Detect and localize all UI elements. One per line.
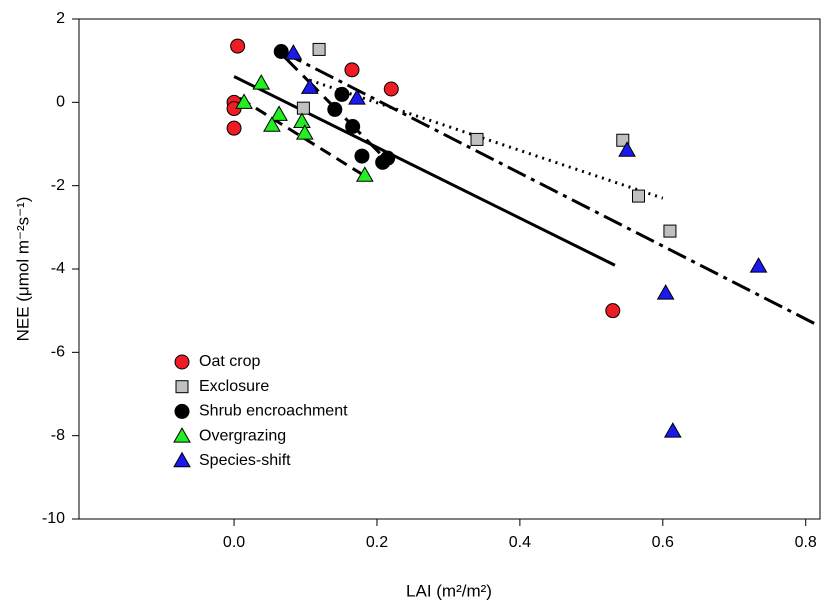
- point: [327, 101, 343, 117]
- point: [226, 120, 242, 136]
- legend-marker: [174, 354, 190, 370]
- point: [273, 44, 289, 59]
- legend-label: Oat crop: [199, 353, 260, 370]
- y-tick-label: 2: [56, 10, 65, 27]
- x-tick-label: 0.8: [795, 534, 817, 551]
- point: [293, 112, 311, 128]
- y-tick-label: -6: [51, 344, 65, 361]
- point: [656, 284, 675, 300]
- point: [344, 62, 360, 78]
- legend-marker: [173, 451, 191, 468]
- legend-label: Exclosure: [199, 378, 269, 395]
- point: [355, 166, 374, 182]
- point: [345, 119, 361, 134]
- x-tick-label: 0.0: [223, 534, 245, 551]
- point: [312, 42, 326, 56]
- point: [296, 101, 310, 115]
- point: [348, 89, 366, 105]
- point: [235, 93, 253, 109]
- point: [270, 105, 288, 121]
- point: [618, 141, 636, 157]
- fit-line: [233, 75, 616, 267]
- legend-label: Shrub encroachment: [199, 403, 348, 420]
- legend-marker: [173, 427, 191, 443]
- x-tick-label: 0.4: [509, 534, 531, 551]
- point: [605, 303, 621, 319]
- y-axis-label: NEE (μmol m⁻²s⁻¹): [13, 197, 32, 342]
- point: [383, 81, 399, 97]
- x-tick-label: 0.2: [366, 534, 388, 551]
- point: [263, 116, 281, 132]
- point: [632, 189, 646, 203]
- point: [354, 148, 370, 164]
- y-tick-label: -4: [51, 260, 65, 277]
- y-tick-label: 0: [56, 94, 65, 111]
- point: [284, 44, 303, 60]
- y-tick-label: -10: [42, 510, 65, 527]
- y-tick-label: -2: [51, 177, 65, 194]
- point: [470, 132, 484, 146]
- point: [230, 38, 246, 54]
- point: [380, 150, 396, 166]
- point: [300, 78, 319, 94]
- point: [295, 124, 314, 140]
- point: [334, 86, 350, 102]
- y-tick-label: -8: [51, 427, 65, 444]
- fit-line: [282, 50, 819, 327]
- point: [252, 74, 271, 90]
- point: [663, 422, 682, 438]
- fit-line: [238, 96, 368, 179]
- legend-label: Species-shift: [199, 452, 291, 469]
- x-tick-label: 0.6: [652, 534, 674, 551]
- legend-marker: [174, 403, 190, 419]
- legend-label: Overgrazing: [199, 427, 286, 444]
- point: [749, 257, 768, 273]
- point: [663, 224, 677, 238]
- legend-marker: [175, 380, 189, 394]
- point: [616, 133, 630, 147]
- x-axis-label: LAI (m²/m²): [406, 581, 492, 600]
